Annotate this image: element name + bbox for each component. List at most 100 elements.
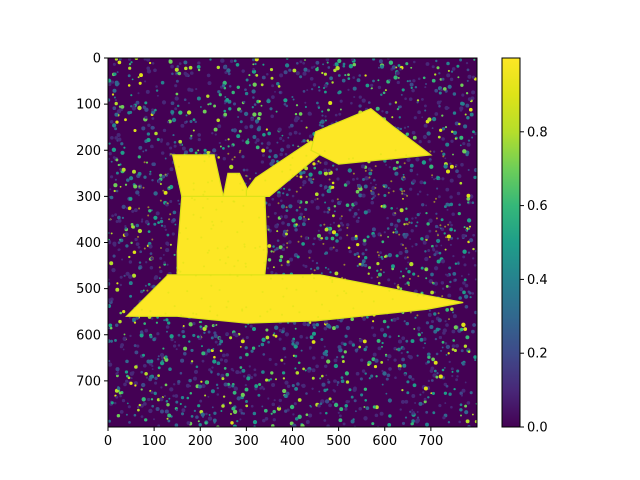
noise-speckle bbox=[274, 334, 278, 338]
silhouette-texture bbox=[444, 225, 447, 228]
noise-speckle bbox=[353, 95, 356, 99]
silhouette-texture bbox=[372, 300, 375, 303]
noise-speckle bbox=[472, 257, 475, 260]
noise-speckle bbox=[416, 101, 419, 104]
noise-speckle bbox=[114, 101, 118, 106]
noise-speckle bbox=[283, 98, 288, 103]
noise-speckle bbox=[223, 109, 227, 113]
noise-speckle bbox=[155, 89, 159, 92]
noise-speckle bbox=[451, 67, 456, 71]
noise-speckle bbox=[441, 368, 445, 372]
noise-speckle bbox=[418, 401, 423, 406]
silhouette-texture bbox=[417, 275, 420, 278]
noise-speckle bbox=[434, 88, 439, 93]
noise-speckle bbox=[340, 341, 345, 346]
silhouette-texture bbox=[254, 247, 257, 249]
noise-speckle bbox=[135, 242, 140, 246]
noise-speckle bbox=[406, 157, 411, 163]
silhouette-texture bbox=[245, 174, 248, 177]
noise-speckle bbox=[222, 157, 226, 161]
noise-speckle bbox=[401, 336, 406, 341]
noise-speckle bbox=[272, 409, 276, 414]
noise-speckle bbox=[367, 272, 370, 275]
noise-speckle bbox=[405, 339, 409, 343]
y-tick-label: 300 bbox=[76, 190, 101, 205]
noise-speckle bbox=[324, 201, 327, 204]
noise-speckle bbox=[362, 339, 367, 344]
noise-speckle bbox=[221, 404, 225, 408]
noise-speckle bbox=[441, 127, 446, 131]
noise-speckle bbox=[429, 324, 434, 330]
noise-speckle bbox=[471, 292, 475, 295]
noise-speckle bbox=[210, 371, 213, 374]
noise-speckle bbox=[408, 375, 412, 379]
noise-speckle bbox=[404, 97, 407, 101]
noise-speckle bbox=[445, 353, 448, 356]
silhouette-texture bbox=[241, 308, 244, 311]
noise-speckle bbox=[364, 256, 368, 260]
noise-speckle bbox=[144, 284, 147, 287]
noise-speckle bbox=[338, 348, 343, 353]
noise-speckle bbox=[388, 335, 392, 339]
noise-speckle bbox=[327, 66, 331, 69]
noise-speckle bbox=[452, 314, 457, 319]
noise-speckle bbox=[471, 201, 475, 205]
silhouette-texture bbox=[143, 161, 146, 164]
silhouette-texture bbox=[308, 256, 311, 259]
noise-speckle bbox=[121, 398, 126, 403]
noise-speckle bbox=[271, 382, 276, 388]
noise-speckle bbox=[151, 108, 155, 112]
noise-speckle bbox=[360, 393, 364, 397]
noise-speckle bbox=[224, 96, 227, 98]
noise-speckle bbox=[144, 219, 149, 225]
noise-speckle bbox=[427, 396, 430, 399]
noise-speckle bbox=[149, 265, 154, 270]
noise-speckle bbox=[201, 345, 203, 348]
noise-speckle bbox=[383, 231, 386, 234]
noise-speckle bbox=[125, 413, 128, 416]
y-tick-label: 0 bbox=[93, 52, 101, 67]
noise-speckle bbox=[239, 345, 242, 348]
silhouette-texture bbox=[203, 190, 206, 193]
noise-speckle bbox=[169, 167, 174, 172]
silhouette-texture bbox=[442, 155, 445, 158]
noise-speckle bbox=[183, 98, 187, 102]
silhouette-texture bbox=[192, 182, 195, 185]
noise-speckle bbox=[347, 246, 351, 250]
noise-speckle bbox=[305, 126, 308, 129]
noise-speckle bbox=[291, 384, 295, 388]
noise-speckle bbox=[225, 353, 229, 357]
noise-speckle bbox=[156, 332, 160, 336]
noise-speckle bbox=[420, 266, 424, 270]
noise-speckle bbox=[240, 392, 245, 397]
noise-speckle bbox=[311, 376, 315, 380]
noise-speckle bbox=[148, 244, 153, 249]
noise-speckle bbox=[178, 110, 183, 115]
noise-speckle bbox=[137, 228, 143, 234]
noise-speckle bbox=[201, 383, 206, 389]
noise-speckle bbox=[253, 103, 257, 106]
noise-speckle bbox=[403, 256, 408, 260]
noise-speckle bbox=[150, 257, 154, 260]
noise-speckle bbox=[177, 199, 180, 202]
silhouette-texture bbox=[239, 182, 242, 185]
noise-speckle bbox=[141, 126, 146, 131]
noise-speckle bbox=[160, 217, 163, 220]
noise-speckle bbox=[194, 151, 198, 155]
noise-speckle bbox=[433, 281, 439, 286]
noise-speckle bbox=[458, 420, 462, 424]
noise-speckle bbox=[190, 360, 194, 363]
noise-speckle bbox=[419, 393, 422, 396]
noise-speckle bbox=[244, 125, 249, 130]
noise-speckle bbox=[400, 399, 405, 404]
silhouette-texture bbox=[207, 181, 209, 184]
noise-speckle bbox=[146, 69, 152, 74]
noise-speckle bbox=[362, 317, 366, 321]
noise-speckle bbox=[364, 74, 367, 77]
noise-speckle bbox=[423, 123, 428, 128]
noise-speckle bbox=[466, 68, 470, 72]
noise-speckle bbox=[469, 296, 472, 299]
noise-speckle bbox=[433, 253, 437, 257]
noise-speckle bbox=[128, 197, 133, 201]
silhouette-texture bbox=[437, 312, 440, 315]
